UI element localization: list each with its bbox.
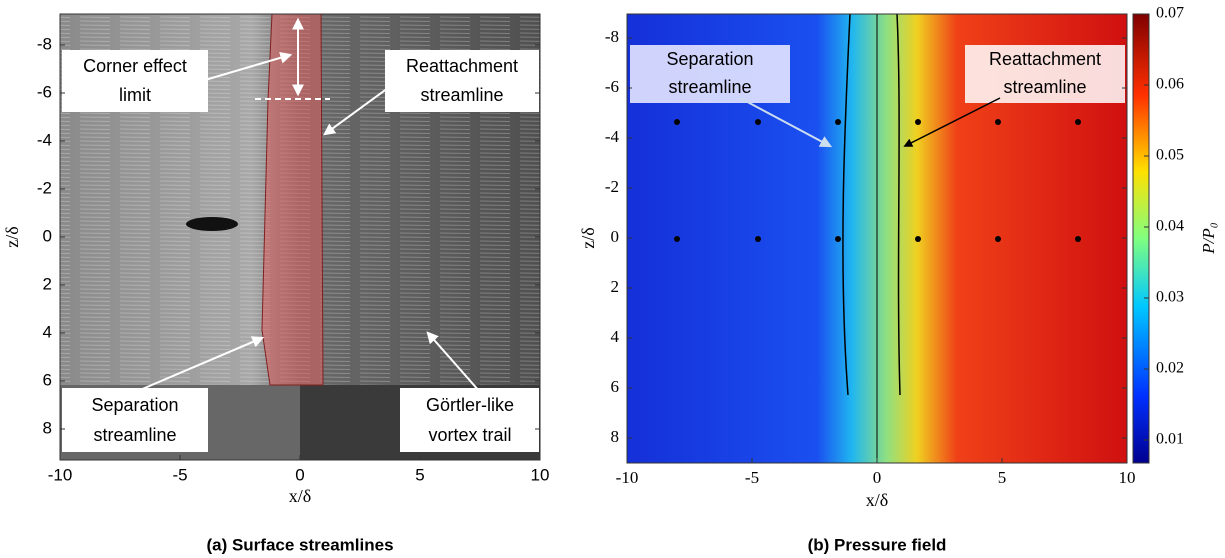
annotation-box — [965, 45, 1125, 103]
y-tick-label: 6 — [611, 377, 620, 396]
colorbar-tick-label: 0.05 — [1156, 147, 1184, 164]
x-tick-label: -5 — [172, 465, 187, 484]
y-tick-label: 2 — [611, 277, 620, 296]
y-tick-label: -8 — [605, 27, 619, 46]
separation-line — [842, 13, 851, 396]
caption: (b) Pressure field — [808, 535, 947, 554]
y-tick-label: 6 — [43, 370, 52, 389]
annotation-box — [385, 50, 539, 112]
colorbar-tick-label: 0.01 — [1156, 431, 1184, 448]
y-tick-label: -8 — [37, 34, 52, 53]
colorbar-label: P/P₀ — [1199, 222, 1218, 254]
x-tick-label: 10 — [531, 465, 550, 484]
annotation-box — [400, 388, 539, 452]
x-axis-label: x/δ — [866, 490, 888, 510]
x-tick-label: 0 — [873, 468, 882, 487]
x-tick-label: 0 — [295, 465, 304, 484]
colorbar-tick-label: 0.04 — [1156, 218, 1184, 235]
x-tick-label: -5 — [745, 468, 759, 487]
separation-region — [261, 13, 324, 386]
annotation-box — [62, 388, 208, 452]
y-tick-label: -4 — [37, 130, 52, 149]
y-tick-label: -2 — [37, 178, 52, 197]
x-tick-label: 10 — [1119, 468, 1136, 487]
annotation: Reattachment — [989, 49, 1101, 69]
y-tick-label: 8 — [43, 418, 52, 437]
x-tick-label: 5 — [415, 465, 424, 484]
annotation: limit — [119, 85, 151, 105]
y-tick-label: -6 — [37, 82, 52, 101]
annotation: streamline — [420, 85, 503, 105]
annotation: Görtler-like — [426, 395, 514, 415]
x-tick-label: -10 — [616, 468, 639, 487]
y-tick-label: -2 — [605, 177, 619, 196]
colorbar-tick-label: 0.06 — [1156, 76, 1184, 93]
colorbar-tick-label: 0.03 — [1156, 289, 1184, 306]
y-tick-label: 0 — [611, 227, 620, 246]
annotation: Separation — [91, 395, 178, 415]
colorbar-tick-label: 0.07 — [1156, 5, 1184, 22]
annotation: vortex trail — [428, 425, 511, 445]
y-axis-label: z/δ — [2, 226, 22, 247]
colorbar — [1132, 13, 1150, 464]
annotation: streamline — [1003, 77, 1086, 97]
arrow — [426, 331, 481, 393]
y-tick-label: 2 — [43, 274, 52, 293]
pressure-taps — [674, 119, 1081, 242]
arrow — [903, 97, 1001, 147]
annotation: streamline — [93, 425, 176, 445]
panel-b: Separation streamline Reattachment strea… — [578, 13, 1218, 554]
reattachment-line — [896, 13, 901, 396]
x-axis-label: x/δ — [289, 486, 311, 506]
y-tick-label: 0 — [43, 226, 52, 245]
colorbar-tick-label: 0.02 — [1156, 360, 1184, 377]
y-axis-label: z/δ — [578, 227, 598, 248]
annotation: Reattachment — [406, 56, 518, 76]
arrow — [204, 51, 293, 81]
defect — [186, 217, 238, 231]
annotation-box — [630, 45, 790, 103]
x-tick-label: -10 — [48, 465, 73, 484]
annotation: Separation — [666, 49, 753, 69]
y-tick-label: 8 — [611, 427, 620, 446]
annotation: Corner effect — [83, 56, 187, 76]
y-tick-label: -6 — [605, 77, 619, 96]
y-tick-label: 4 — [611, 327, 620, 346]
panel-a: Corner effect limit Reattachment streaml… — [2, 13, 541, 554]
y-tick-label: 4 — [43, 322, 52, 341]
annotation: streamline — [668, 77, 751, 97]
annotation-box — [62, 50, 208, 112]
arrow — [323, 87, 389, 136]
arrow — [139, 336, 265, 391]
arrow — [739, 97, 833, 148]
caption: (a) Surface streamlines — [206, 535, 393, 554]
x-tick-label: 5 — [998, 468, 1007, 487]
y-tick-label: -4 — [605, 127, 620, 146]
